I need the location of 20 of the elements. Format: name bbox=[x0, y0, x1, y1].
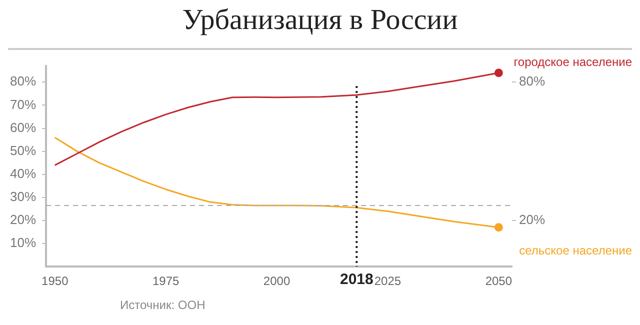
x-tick-label: 2050 bbox=[485, 274, 512, 288]
series-label: городское население bbox=[514, 55, 632, 70]
y-tick-label: 40% bbox=[10, 166, 36, 181]
chart-title: Урбанизация в России bbox=[181, 4, 459, 37]
x-tick-label: 2000 bbox=[263, 274, 290, 288]
y-tick-label: 10% bbox=[10, 235, 36, 250]
y-tick-label: 60% bbox=[10, 120, 36, 135]
y-tick-label: 50% bbox=[10, 142, 36, 158]
series-label: сельское население bbox=[519, 244, 632, 258]
x-tick-label: 1950 bbox=[42, 274, 69, 288]
x-tick-label: 1975 bbox=[152, 274, 180, 288]
y2-tick-label: 20% bbox=[518, 212, 546, 228]
y-tick-label: 80% bbox=[10, 74, 36, 89]
x-tick-label: 2025 bbox=[374, 274, 402, 288]
text: Источник: ООН bbox=[120, 298, 206, 312]
ref-line-label: 2018 bbox=[340, 271, 374, 288]
y-tick-label: 20% bbox=[10, 212, 36, 228]
y-tick-label: 70% bbox=[10, 96, 36, 112]
y2-tick-label: 80% bbox=[518, 74, 546, 89]
y-tick-label: 30% bbox=[10, 189, 36, 204]
